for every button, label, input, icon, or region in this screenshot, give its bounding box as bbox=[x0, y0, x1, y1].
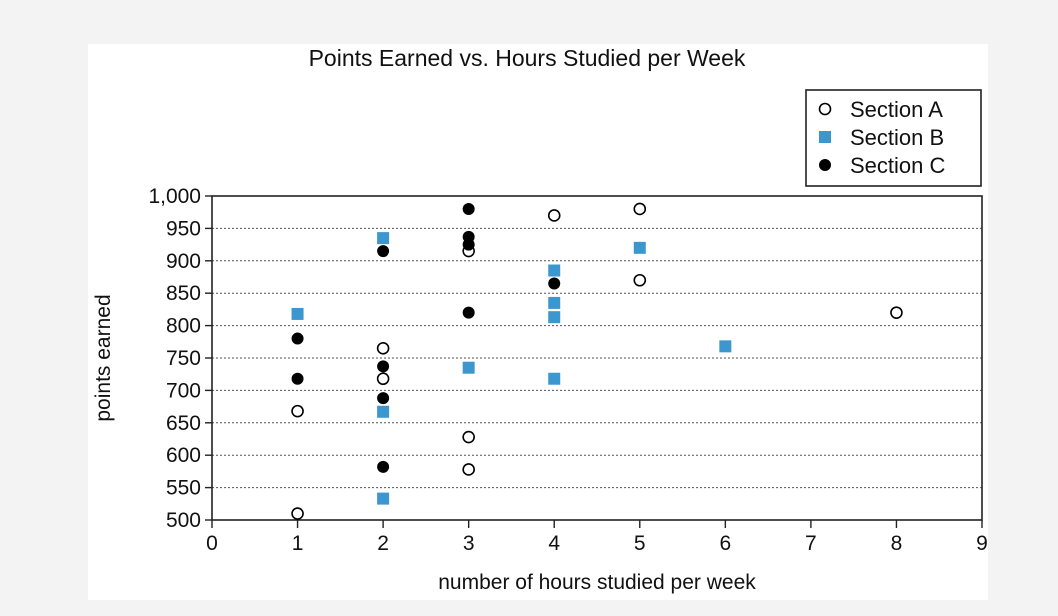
data-point-section-a bbox=[462, 463, 475, 476]
data-point-section-c bbox=[462, 202, 475, 215]
data-point-section-c bbox=[462, 306, 475, 319]
y-tick-label: 650 bbox=[166, 412, 201, 435]
x-axis-ticks: 0 1 2 3 4 5 6 7 8 9 bbox=[206, 520, 988, 555]
legend-label-section-b: Section B bbox=[850, 125, 944, 150]
data-point-section-b bbox=[377, 492, 390, 505]
y-tick-label: 800 bbox=[166, 315, 201, 338]
data-point-section-a bbox=[890, 306, 903, 319]
y-axis-label: points earned bbox=[92, 294, 115, 421]
data-point-section-b bbox=[462, 361, 475, 374]
y-tick-label: 750 bbox=[166, 347, 201, 370]
data-point-section-b bbox=[548, 264, 561, 277]
x-tick-label: 6 bbox=[719, 532, 731, 555]
x-tick-label: 2 bbox=[377, 532, 389, 555]
legend-label-section-c: Section C bbox=[850, 153, 945, 178]
data-point-section-a bbox=[462, 430, 475, 444]
series-section-c bbox=[291, 202, 561, 473]
legend-marker-section-b bbox=[819, 131, 831, 143]
data-point-section-a bbox=[291, 404, 304, 418]
data-point-section-c bbox=[377, 460, 390, 473]
data-point-section-a bbox=[376, 341, 390, 355]
data-point-section-c bbox=[377, 245, 390, 258]
chart-title: Points Earned vs. Hours Studied per Week bbox=[309, 45, 746, 71]
gridlines bbox=[212, 227, 982, 489]
data-point-section-c bbox=[291, 372, 304, 385]
data-point-section-c bbox=[377, 392, 390, 405]
data-point-section-c bbox=[377, 360, 390, 373]
data-point-section-a bbox=[633, 273, 647, 287]
legend-marker-section-a bbox=[818, 102, 832, 116]
y-tick-label: 700 bbox=[166, 379, 201, 402]
data-point-section-a bbox=[633, 202, 647, 216]
series-section-a bbox=[291, 202, 903, 520]
legend-label-section-a: Section A bbox=[850, 97, 943, 122]
x-tick-label: 5 bbox=[634, 532, 646, 555]
y-tick-label: 550 bbox=[166, 477, 201, 500]
y-tick-label: 850 bbox=[166, 282, 201, 305]
data-point-section-c bbox=[462, 230, 475, 243]
data-point-section-b bbox=[548, 372, 561, 385]
data-point-section-b bbox=[291, 307, 304, 320]
data-point-section-b bbox=[633, 241, 646, 254]
data-point-section-a bbox=[291, 507, 304, 520]
data-point-section-b bbox=[377, 232, 390, 245]
x-tick-label: 0 bbox=[206, 532, 218, 555]
x-tick-label: 4 bbox=[548, 532, 560, 555]
legend-box bbox=[805, 89, 982, 187]
y-tick-label: 950 bbox=[166, 217, 201, 240]
data-point-section-b bbox=[548, 311, 561, 324]
data-point-section-a bbox=[547, 209, 561, 222]
data-point-section-c bbox=[548, 277, 561, 290]
series-section-b bbox=[291, 232, 732, 505]
y-tick-label: 500 bbox=[166, 509, 201, 532]
x-tick-label: 1 bbox=[292, 532, 304, 555]
y-tick-label: 900 bbox=[166, 250, 201, 273]
chart-panel: Points Earned vs. Hours Studied per Week… bbox=[88, 44, 988, 600]
scatter-chart: Points Earned vs. Hours Studied per Week… bbox=[92, 45, 988, 594]
x-tick-label: 7 bbox=[805, 532, 817, 555]
data-point-section-b bbox=[377, 405, 390, 418]
legend-marker-section-c bbox=[819, 159, 831, 171]
legend: Section A Section B Section C bbox=[805, 89, 982, 187]
y-axis-ticks: 500 550 600 650 700 750 800 850 900 950 1,000 bbox=[148, 185, 212, 532]
y-tick-label: 1,000 bbox=[148, 185, 201, 208]
x-tick-label: 8 bbox=[891, 532, 903, 555]
x-tick-label: 3 bbox=[463, 532, 475, 555]
data-points bbox=[291, 202, 903, 520]
data-point-section-c bbox=[291, 332, 304, 345]
data-point-section-b bbox=[548, 296, 561, 309]
x-tick-label: 9 bbox=[976, 532, 988, 555]
data-point-section-a bbox=[376, 372, 390, 386]
x-axis-label: number of hours studied per week bbox=[438, 571, 756, 594]
data-point-section-b bbox=[719, 340, 732, 353]
y-tick-label: 600 bbox=[166, 444, 201, 467]
